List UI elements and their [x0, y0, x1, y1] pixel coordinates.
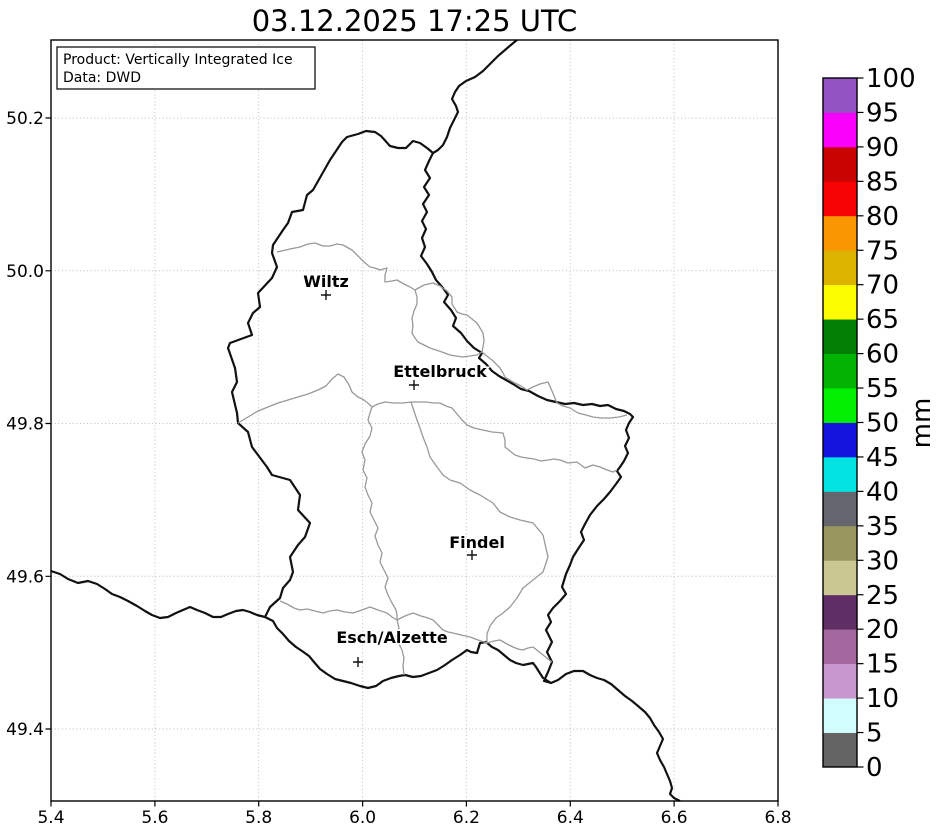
- x-tick-label: 6.2: [453, 808, 480, 828]
- colorbar-tick-label: 65: [866, 305, 899, 335]
- colorbar-tick-label: 40: [866, 477, 899, 507]
- city-label: Ettelbruck: [393, 362, 487, 381]
- x-tick-label: 5.8: [245, 808, 272, 828]
- colorbar-tick-label: 50: [866, 409, 899, 439]
- x-tick-label: 5.6: [141, 808, 168, 828]
- colorbar-band-5-10: [823, 698, 857, 733]
- x-tick-label: 6.6: [661, 808, 688, 828]
- colorbar-band-15-20: [823, 629, 857, 665]
- colorbar-band-85-90: [823, 146, 857, 182]
- colorbar-band-45-50: [823, 422, 857, 458]
- x-axis-tick-labels: 5.4 5.6 5.8 6.0 6.2 6.4 6.6 6.8: [37, 808, 791, 828]
- border-belgium-france: [50, 569, 266, 620]
- colorbar-band-90-95: [823, 112, 857, 148]
- colorbar-tick-label: 45: [866, 443, 899, 473]
- city-marker-wiltz: [321, 290, 331, 300]
- colorbar-tick-label: 0: [866, 753, 883, 783]
- figure-title: 03.12.2025 17:25 UTC: [252, 4, 578, 38]
- city-label: Wiltz: [303, 272, 349, 291]
- y-tick-label: 49.4: [6, 720, 44, 740]
- city-label: Findel: [449, 533, 505, 552]
- colorbar-band-65-70: [823, 284, 857, 320]
- colorbar: [823, 78, 857, 768]
- plot-area: [51, 40, 778, 801]
- x-tick-label: 6.0: [349, 808, 376, 828]
- colorbar-band-25-30: [823, 560, 857, 596]
- colorbar-unit-label: mm: [907, 398, 937, 449]
- colorbar-tick-label: 75: [866, 236, 899, 266]
- axis-ticks: [45, 117, 779, 807]
- x-tick-label: 6.4: [557, 808, 584, 828]
- axes-frame: [50, 39, 779, 802]
- y-tick-label: 50.0: [6, 262, 44, 282]
- colorbar-band-50-55: [823, 388, 857, 423]
- colorbar-band-0-5: [823, 732, 857, 768]
- district-borders: [237, 242, 628, 676]
- colorbar-tick-label: 60: [866, 340, 899, 370]
- info-data-line: Data: DWD: [63, 70, 141, 86]
- x-tick-label: 5.4: [37, 808, 64, 828]
- colorbar-tick-label: 55: [866, 374, 899, 404]
- colorbar-band-10-15: [823, 663, 857, 699]
- colorbar-tick-label: 100: [866, 64, 916, 94]
- colorbar-band-55-60: [823, 353, 857, 389]
- colorbar-band-75-80: [823, 215, 857, 251]
- colorbar-tick-label: 80: [866, 202, 899, 232]
- colorbar-tick-label: 70: [866, 271, 899, 301]
- colorbar-tick-label: 15: [866, 650, 899, 680]
- luxembourg-border: [226, 129, 635, 690]
- colorbar-tick-label: 20: [866, 615, 899, 645]
- border-belgium-germany: [432, 39, 518, 154]
- colorbar-tick-label: 25: [866, 581, 899, 611]
- colorbar-tick-label: 85: [866, 167, 899, 197]
- colorbar-tick-label: 5: [866, 719, 883, 749]
- y-axis-tick-labels: 50.2 50.0 49.8 49.6 49.4: [6, 109, 44, 740]
- colorbar-band-80-85: [823, 181, 857, 217]
- info-product-line: Product: Vertically Integrated Ice: [63, 52, 293, 68]
- colorbar-tick-label: 90: [866, 133, 899, 163]
- colorbar-tick-label: 30: [866, 546, 899, 576]
- colorbar-tick-label: 95: [866, 98, 899, 128]
- city-marker-findel: [467, 550, 477, 560]
- colorbar-band-30-35: [823, 525, 857, 561]
- colorbar-band-95-100: [823, 78, 857, 113]
- y-tick-label: 49.8: [6, 415, 44, 435]
- colorbar-band-60-65: [823, 319, 857, 354]
- colorbar-band-40-45: [823, 456, 857, 492]
- colorbar-band-20-25: [823, 594, 857, 630]
- y-tick-label: 49.6: [6, 567, 44, 587]
- city-annotations: Wiltz Ettelbruck Findel Esch/Alzette: [302, 271, 506, 667]
- colorbar-tick-label: 35: [866, 512, 899, 542]
- colorbar-tick-labels: 0 5 10 15 20 25 30 35 40 45 50 55 60 65 70 75 80 85 90 95 10…: [857, 64, 916, 783]
- border-france-germany: [550, 669, 681, 802]
- city-marker-esch-alzette: [353, 657, 363, 667]
- colorbar-tick-label: 10: [866, 684, 899, 714]
- city-marker-ettelbruck: [409, 380, 419, 390]
- colorbar-band-35-40: [823, 491, 857, 527]
- product-info-box: Product: Vertically Integrated Ice Data:…: [56, 46, 316, 90]
- colorbar-band-70-75: [823, 250, 857, 286]
- city-label: Esch/Alzette: [336, 628, 448, 647]
- x-tick-label: 6.8: [764, 808, 791, 828]
- y-tick-label: 50.2: [6, 109, 44, 129]
